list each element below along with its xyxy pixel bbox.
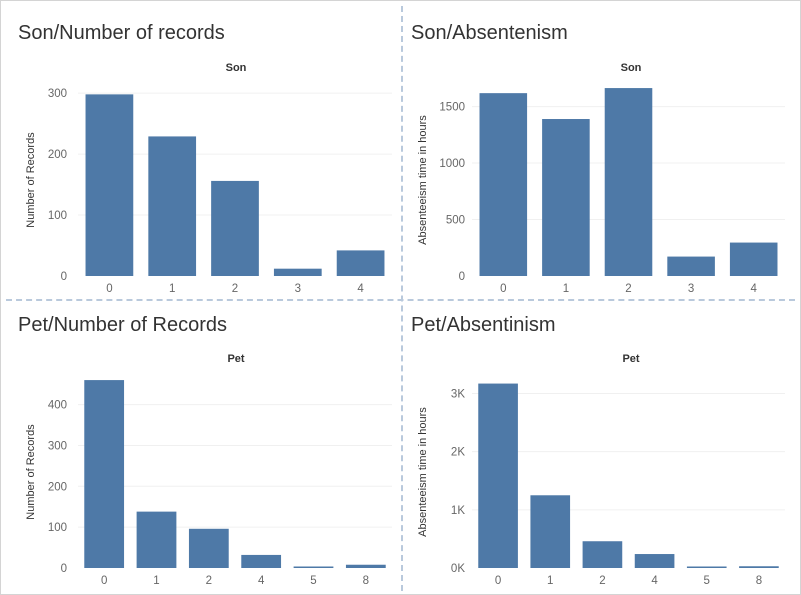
column-header: Pet <box>622 353 639 365</box>
x-category-label: 0 <box>106 283 112 295</box>
bar-1 <box>542 119 590 276</box>
y-tick-label: 500 <box>446 215 465 227</box>
x-category-label: 2 <box>232 283 238 295</box>
bar-4 <box>241 554 282 568</box>
y-tick-label: 0 <box>61 271 67 283</box>
x-category-label: 0 <box>495 575 501 587</box>
y-tick-label: 100 <box>48 210 67 222</box>
bar-3 <box>273 268 322 276</box>
panel-title: Son/Absentenism <box>411 22 568 44</box>
bar-8 <box>739 566 779 568</box>
y-tick-label: 1000 <box>439 158 465 170</box>
panel-title: Son/Number of records <box>18 22 225 44</box>
y-tick-label: 1500 <box>439 102 465 114</box>
bar-5 <box>686 566 727 568</box>
bar-1 <box>530 495 571 568</box>
x-category-label: 0 <box>101 575 107 587</box>
y-tick-label: 200 <box>48 481 67 493</box>
y-tick-label: 1K <box>451 505 465 517</box>
x-category-label: 4 <box>357 283 364 295</box>
bar-3 <box>667 256 715 276</box>
y-tick-label: 100 <box>48 522 67 534</box>
y-tick-label: 0 <box>61 563 67 575</box>
column-header: Pet <box>227 353 244 365</box>
y-tick-label: 400 <box>48 400 67 412</box>
y-axis-title: Absenteeism time in hours <box>417 407 429 537</box>
bar-8 <box>345 564 386 568</box>
bar-2 <box>604 88 653 276</box>
bar-4 <box>634 554 675 568</box>
bar-0 <box>85 94 134 276</box>
x-category-label: 5 <box>310 575 316 587</box>
x-category-label: 1 <box>153 575 159 587</box>
bar-1 <box>148 136 197 276</box>
y-axis-title: Number of Records <box>25 424 37 520</box>
bar-0 <box>478 383 518 568</box>
y-tick-label: 2K <box>451 447 465 459</box>
bar-5 <box>293 566 334 568</box>
panel-title: Pet/Absentinism <box>411 314 556 336</box>
x-category-label: 1 <box>169 283 175 295</box>
y-tick-label: 300 <box>48 440 67 452</box>
y-tick-label: 200 <box>48 149 67 161</box>
x-category-label: 5 <box>704 575 710 587</box>
panel-title: Pet/Number of Records <box>18 314 227 336</box>
bar-4 <box>729 242 778 276</box>
x-category-label: 2 <box>206 575 212 587</box>
x-category-label: 3 <box>688 283 694 295</box>
bar-0 <box>84 380 125 568</box>
x-category-label: 3 <box>295 283 301 295</box>
x-category-label: 4 <box>750 283 757 295</box>
y-tick-label: 0 <box>459 271 465 283</box>
bar-0 <box>479 93 528 277</box>
y-axis-title: Absenteeism time in hours <box>417 115 429 245</box>
y-tick-label: 300 <box>48 88 67 100</box>
x-category-label: 1 <box>547 575 553 587</box>
bar-2 <box>188 528 229 568</box>
y-axis-title: Number of Records <box>25 132 37 228</box>
x-category-label: 2 <box>599 575 605 587</box>
x-category-label: 4 <box>651 575 658 587</box>
bar-1 <box>136 511 177 568</box>
y-tick-label: 3K <box>451 388 465 400</box>
bar-2 <box>582 541 623 568</box>
bar-2 <box>211 180 259 276</box>
column-header: Son <box>226 62 247 74</box>
vertical-divider <box>401 6 403 591</box>
x-category-label: 8 <box>756 575 762 587</box>
horizontal-divider <box>6 299 795 301</box>
x-category-label: 4 <box>258 575 265 587</box>
column-header: Son <box>621 62 642 74</box>
x-category-label: 0 <box>500 283 506 295</box>
x-category-label: 8 <box>363 575 369 587</box>
bar-4 <box>336 250 385 276</box>
y-tick-label: 0K <box>451 563 465 575</box>
x-category-label: 1 <box>563 283 569 295</box>
x-category-label: 2 <box>625 283 631 295</box>
